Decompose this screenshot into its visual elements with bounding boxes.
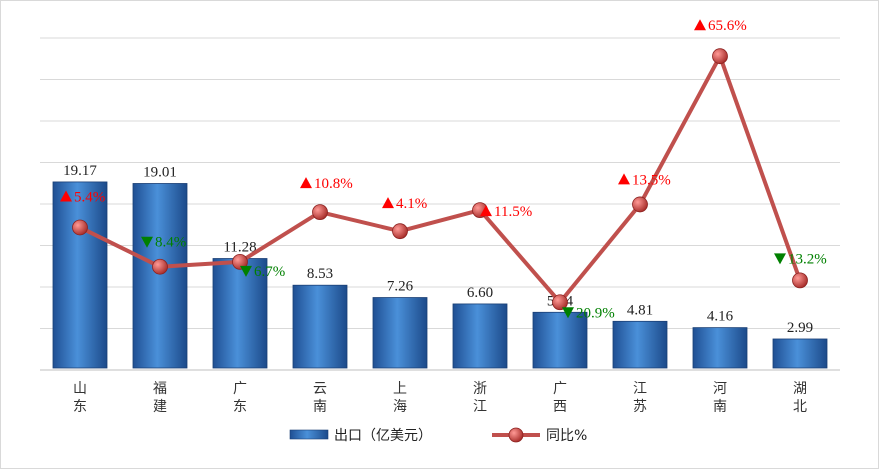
down-arrow-icon	[141, 236, 153, 248]
line-point	[72, 219, 88, 236]
bar-value-label: 11.28	[223, 240, 256, 256]
category-label: 河南	[713, 381, 727, 415]
category-label: 山东	[73, 381, 87, 415]
bar-value-label: 19.01	[143, 164, 177, 180]
line-point	[632, 196, 648, 213]
down-arrow-icon	[562, 307, 574, 319]
line-value-label: 65.6%	[708, 18, 747, 34]
bar	[612, 320, 668, 369]
bar	[372, 297, 428, 369]
line-value-label: 10.8%	[314, 176, 353, 192]
line-point	[312, 204, 328, 221]
bar-value-label: 19.17	[63, 163, 97, 179]
bar	[452, 303, 508, 369]
line-value-label: 13.5%	[632, 172, 671, 188]
bar-value-label: 6.60	[467, 285, 493, 301]
category-label: 浙江	[473, 381, 487, 415]
bar-value-label: 7.26	[387, 279, 414, 295]
line-point	[712, 48, 728, 65]
bar	[292, 284, 348, 369]
line-point	[232, 253, 248, 270]
line-point	[392, 223, 408, 240]
bar-series: 19.1719.0111.288.537.266.605.744.814.162…	[52, 163, 828, 369]
bar	[132, 183, 188, 369]
category-label: 广西	[553, 381, 567, 415]
line-value-label: 4.1%	[396, 196, 427, 212]
up-arrow-icon	[300, 177, 312, 189]
up-arrow-icon	[382, 197, 394, 209]
x-axis: 山东 福建 广东 云南 上海 浙江 广西 江苏 河南 湖北	[73, 381, 807, 415]
line-value-label: 13.2%	[788, 251, 827, 267]
bar	[52, 181, 108, 369]
line-point	[792, 272, 808, 289]
up-arrow-icon	[480, 205, 492, 217]
category-label: 云南	[313, 381, 327, 415]
line-point	[552, 294, 568, 311]
line-value-label: 6.7%	[254, 264, 285, 280]
bar-value-label: 4.16	[707, 309, 734, 325]
bar	[772, 338, 828, 369]
legend-dot-swatch	[508, 427, 524, 443]
grid-lines	[40, 37, 840, 371]
legend-bar-swatch	[289, 429, 329, 440]
legend: 出口（亿美元） 同比%	[289, 427, 587, 444]
up-arrow-icon	[694, 19, 706, 31]
line-value-label: 5.4%	[74, 189, 105, 205]
down-arrow-icon	[774, 253, 786, 265]
line-point	[152, 258, 168, 275]
down-arrow-icon	[240, 265, 252, 277]
bar-value-label: 4.81	[627, 302, 653, 318]
up-arrow-icon	[60, 190, 72, 202]
bar	[532, 311, 588, 369]
category-label: 湖北	[793, 381, 807, 415]
category-label: 福建	[153, 381, 167, 415]
line-series: 5.4% 8.4% 6.7% 10.8% 4.1% 11.5% 20.9% 13.5% 65.6…	[60, 18, 827, 321]
category-label: 上海	[393, 381, 407, 415]
series-line	[79, 54, 802, 305]
bar	[692, 327, 748, 369]
line-value-label: 11.5%	[494, 204, 532, 220]
bar-value-label: 2.99	[787, 320, 813, 336]
line-value-label: 20.9%	[576, 305, 615, 321]
bar	[212, 258, 268, 369]
category-label: 江苏	[633, 381, 647, 415]
legend-label-line: 同比%	[546, 428, 587, 444]
category-label: 广东	[233, 381, 247, 415]
line-value-label: 8.4%	[155, 235, 186, 251]
bar-value-label: 8.53	[307, 266, 333, 282]
legend-label-bar: 出口（亿美元）	[334, 428, 432, 444]
up-arrow-icon	[618, 173, 630, 185]
